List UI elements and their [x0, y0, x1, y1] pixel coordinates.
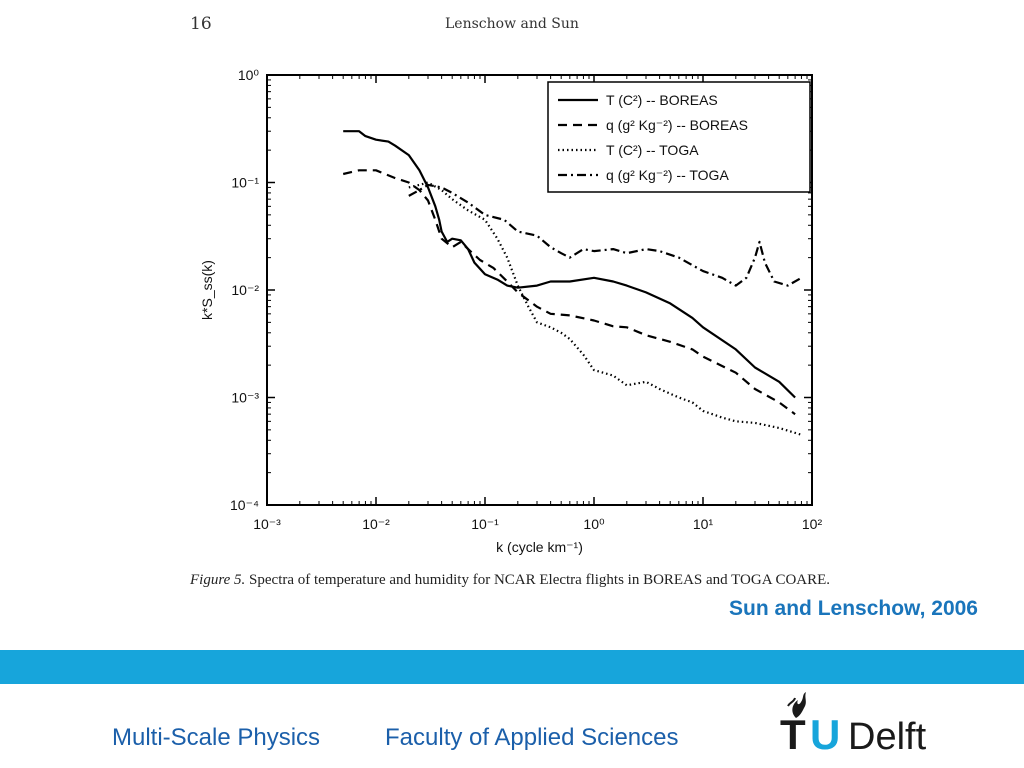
legend-label-3: T (C²) -- TOGA	[606, 142, 699, 158]
page-header: 16 Lenschow and Sun	[0, 10, 1024, 40]
y-tick-label: 10⁻⁴	[230, 497, 259, 513]
footer-faculty-name: Faculty of Applied Sciences	[385, 724, 679, 751]
caption-text: Spectra of temperature and humidity for …	[245, 572, 831, 588]
y-tick-label: 10⁻¹	[231, 175, 259, 191]
page-authors: Lenschow and Sun	[445, 16, 579, 32]
footer-group-name: Multi-Scale Physics	[112, 724, 321, 751]
legend-label-4: q (g² Kg⁻²) -- TOGA	[606, 167, 729, 183]
y-tick-label: 10⁻²	[231, 282, 259, 298]
footer-band	[0, 650, 1024, 684]
legend-label-1: T (C²) -- BOREAS	[606, 92, 718, 108]
x-tick-label: 10⁰	[583, 516, 605, 532]
figure-caption: Figure 5. Spectra of temperature and hum…	[190, 571, 836, 590]
series-line-2	[342, 169, 796, 416]
logo-letter-t: T	[780, 711, 806, 758]
logo-word-delft: Delft	[848, 716, 927, 758]
flame-icon	[787, 692, 806, 718]
x-tick-label: 10²	[802, 516, 823, 532]
y-tick-label: 10⁰	[238, 67, 260, 83]
caption-label: Figure 5.	[190, 572, 246, 588]
tudelft-logo: T U Delft	[778, 690, 948, 760]
series-line-4	[408, 183, 802, 287]
x-tick-label: 10⁻³	[253, 516, 281, 532]
x-axis-label: k (cycle km⁻¹)	[496, 539, 583, 555]
logo-letter-u: U	[810, 711, 841, 758]
page-number: 16	[190, 14, 212, 34]
x-tick-label: 10⁻¹	[471, 516, 499, 532]
x-tick-label: 10⁻²	[362, 516, 390, 532]
legend-label-2: q (g² Kg⁻²) -- BOREAS	[606, 117, 748, 133]
series-line-1	[343, 130, 796, 399]
y-axis-label: k*S_ss(k)	[199, 260, 215, 320]
series-line-3	[408, 181, 802, 436]
x-tick-label: 10¹	[693, 516, 714, 532]
spectra-chart: 10⁻³ 10⁻² 10⁻¹ 10⁰ 10¹ 10² 10⁻⁴ 10⁻³ 10⁻² 10⁻¹ 10⁰…	[199, 67, 823, 555]
citation: Sun and Lenschow, 2006	[729, 597, 978, 620]
y-tick-label: 10⁻³	[231, 390, 259, 406]
legend-box	[547, 81, 811, 193]
